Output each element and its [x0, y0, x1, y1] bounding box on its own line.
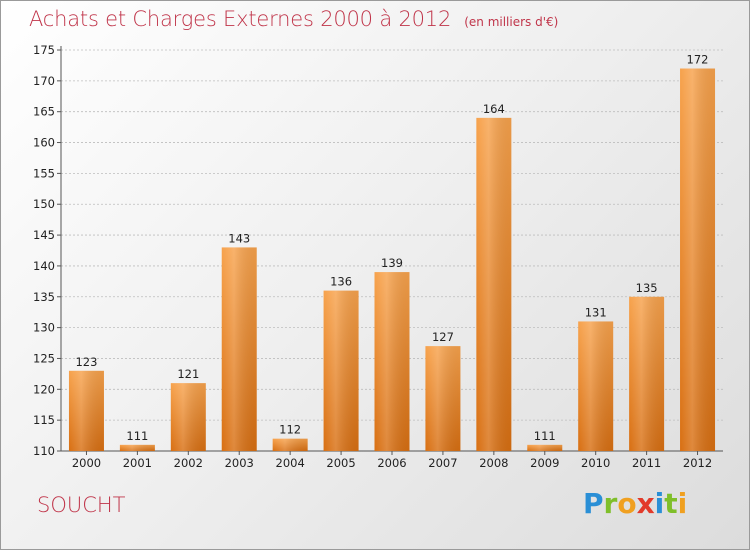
proxiti-logo: Proxiti [583, 487, 687, 520]
x-tick-label: 2009 [530, 456, 559, 470]
data-label: 123 [75, 355, 97, 369]
logo-letter: i [654, 487, 665, 520]
x-tick-label: 2000 [72, 456, 101, 470]
logo-letter: t [664, 487, 678, 520]
data-label: 131 [585, 305, 607, 319]
title-block: Achats et Charges Externes 2000 à 2012 (… [29, 7, 558, 31]
bar-highlight [425, 346, 461, 451]
labels: 110 115 120 125 130 135 140 145 150 155 160 165 170 1… [33, 43, 712, 470]
x-tick-label: 2008 [479, 456, 508, 470]
bar-highlight [221, 247, 257, 451]
y-tick-label: 160 [33, 136, 55, 150]
x-tick-label: 2011 [632, 456, 661, 470]
bar-highlight [272, 438, 308, 451]
data-label: 111 [534, 429, 556, 443]
bar-highlight [629, 296, 665, 451]
commune-name: SOUCHT [37, 493, 126, 517]
x-tick-label: 2004 [276, 456, 305, 470]
x-tick-label: 2010 [581, 456, 610, 470]
data-label: 112 [279, 423, 301, 437]
x-tick-label: 2012 [683, 456, 712, 470]
logo-letter: P [583, 487, 604, 520]
data-label: 136 [330, 275, 352, 289]
data-label: 135 [636, 281, 658, 295]
y-tick-label: 175 [33, 43, 55, 57]
bar-highlight [170, 383, 206, 451]
y-tick-label: 140 [33, 259, 55, 273]
bar-highlight [680, 68, 716, 451]
x-tick-label: 2003 [225, 456, 254, 470]
x-tick-label: 2006 [377, 456, 406, 470]
logo-letter: o [617, 487, 637, 520]
logo-letter: i [677, 487, 688, 520]
y-tick-label: 130 [33, 321, 55, 335]
data-label: 143 [228, 231, 250, 245]
logo-letter: r [603, 487, 618, 520]
y-tick-label: 110 [33, 444, 55, 458]
y-tick-label: 115 [33, 413, 55, 427]
logo-letter: x [636, 487, 655, 520]
bar-highlight [323, 290, 359, 451]
bar-highlight [578, 321, 614, 451]
bar-highlight [476, 117, 512, 451]
data-label: 121 [177, 367, 199, 381]
chart-subtitle: (en milliers d'€) [464, 15, 559, 29]
y-tick-label: 165 [33, 105, 55, 119]
bar-highlight [119, 444, 155, 451]
x-tick-label: 2002 [174, 456, 203, 470]
data-label: 172 [687, 53, 709, 67]
data-label: 127 [432, 330, 454, 344]
data-label: 139 [381, 256, 403, 270]
y-tick-label: 170 [33, 74, 55, 88]
bar-highlight [68, 370, 104, 451]
bars [68, 68, 716, 451]
y-tick-label: 145 [33, 228, 55, 242]
y-tick-label: 155 [33, 166, 55, 180]
x-tick-label: 2001 [123, 456, 152, 470]
y-tick-label: 135 [33, 290, 55, 304]
x-tick-label: 2005 [326, 456, 355, 470]
bar-highlight [527, 444, 563, 451]
y-tick-label: 150 [33, 197, 55, 211]
data-label: 164 [483, 102, 505, 116]
data-label: 111 [126, 429, 148, 443]
bar-highlight [374, 272, 410, 451]
y-tick-label: 125 [33, 351, 55, 365]
chart-title: Achats et Charges Externes 2000 à 2012 [29, 7, 452, 31]
y-tick-label: 120 [33, 382, 55, 396]
x-tick-label: 2007 [428, 456, 457, 470]
